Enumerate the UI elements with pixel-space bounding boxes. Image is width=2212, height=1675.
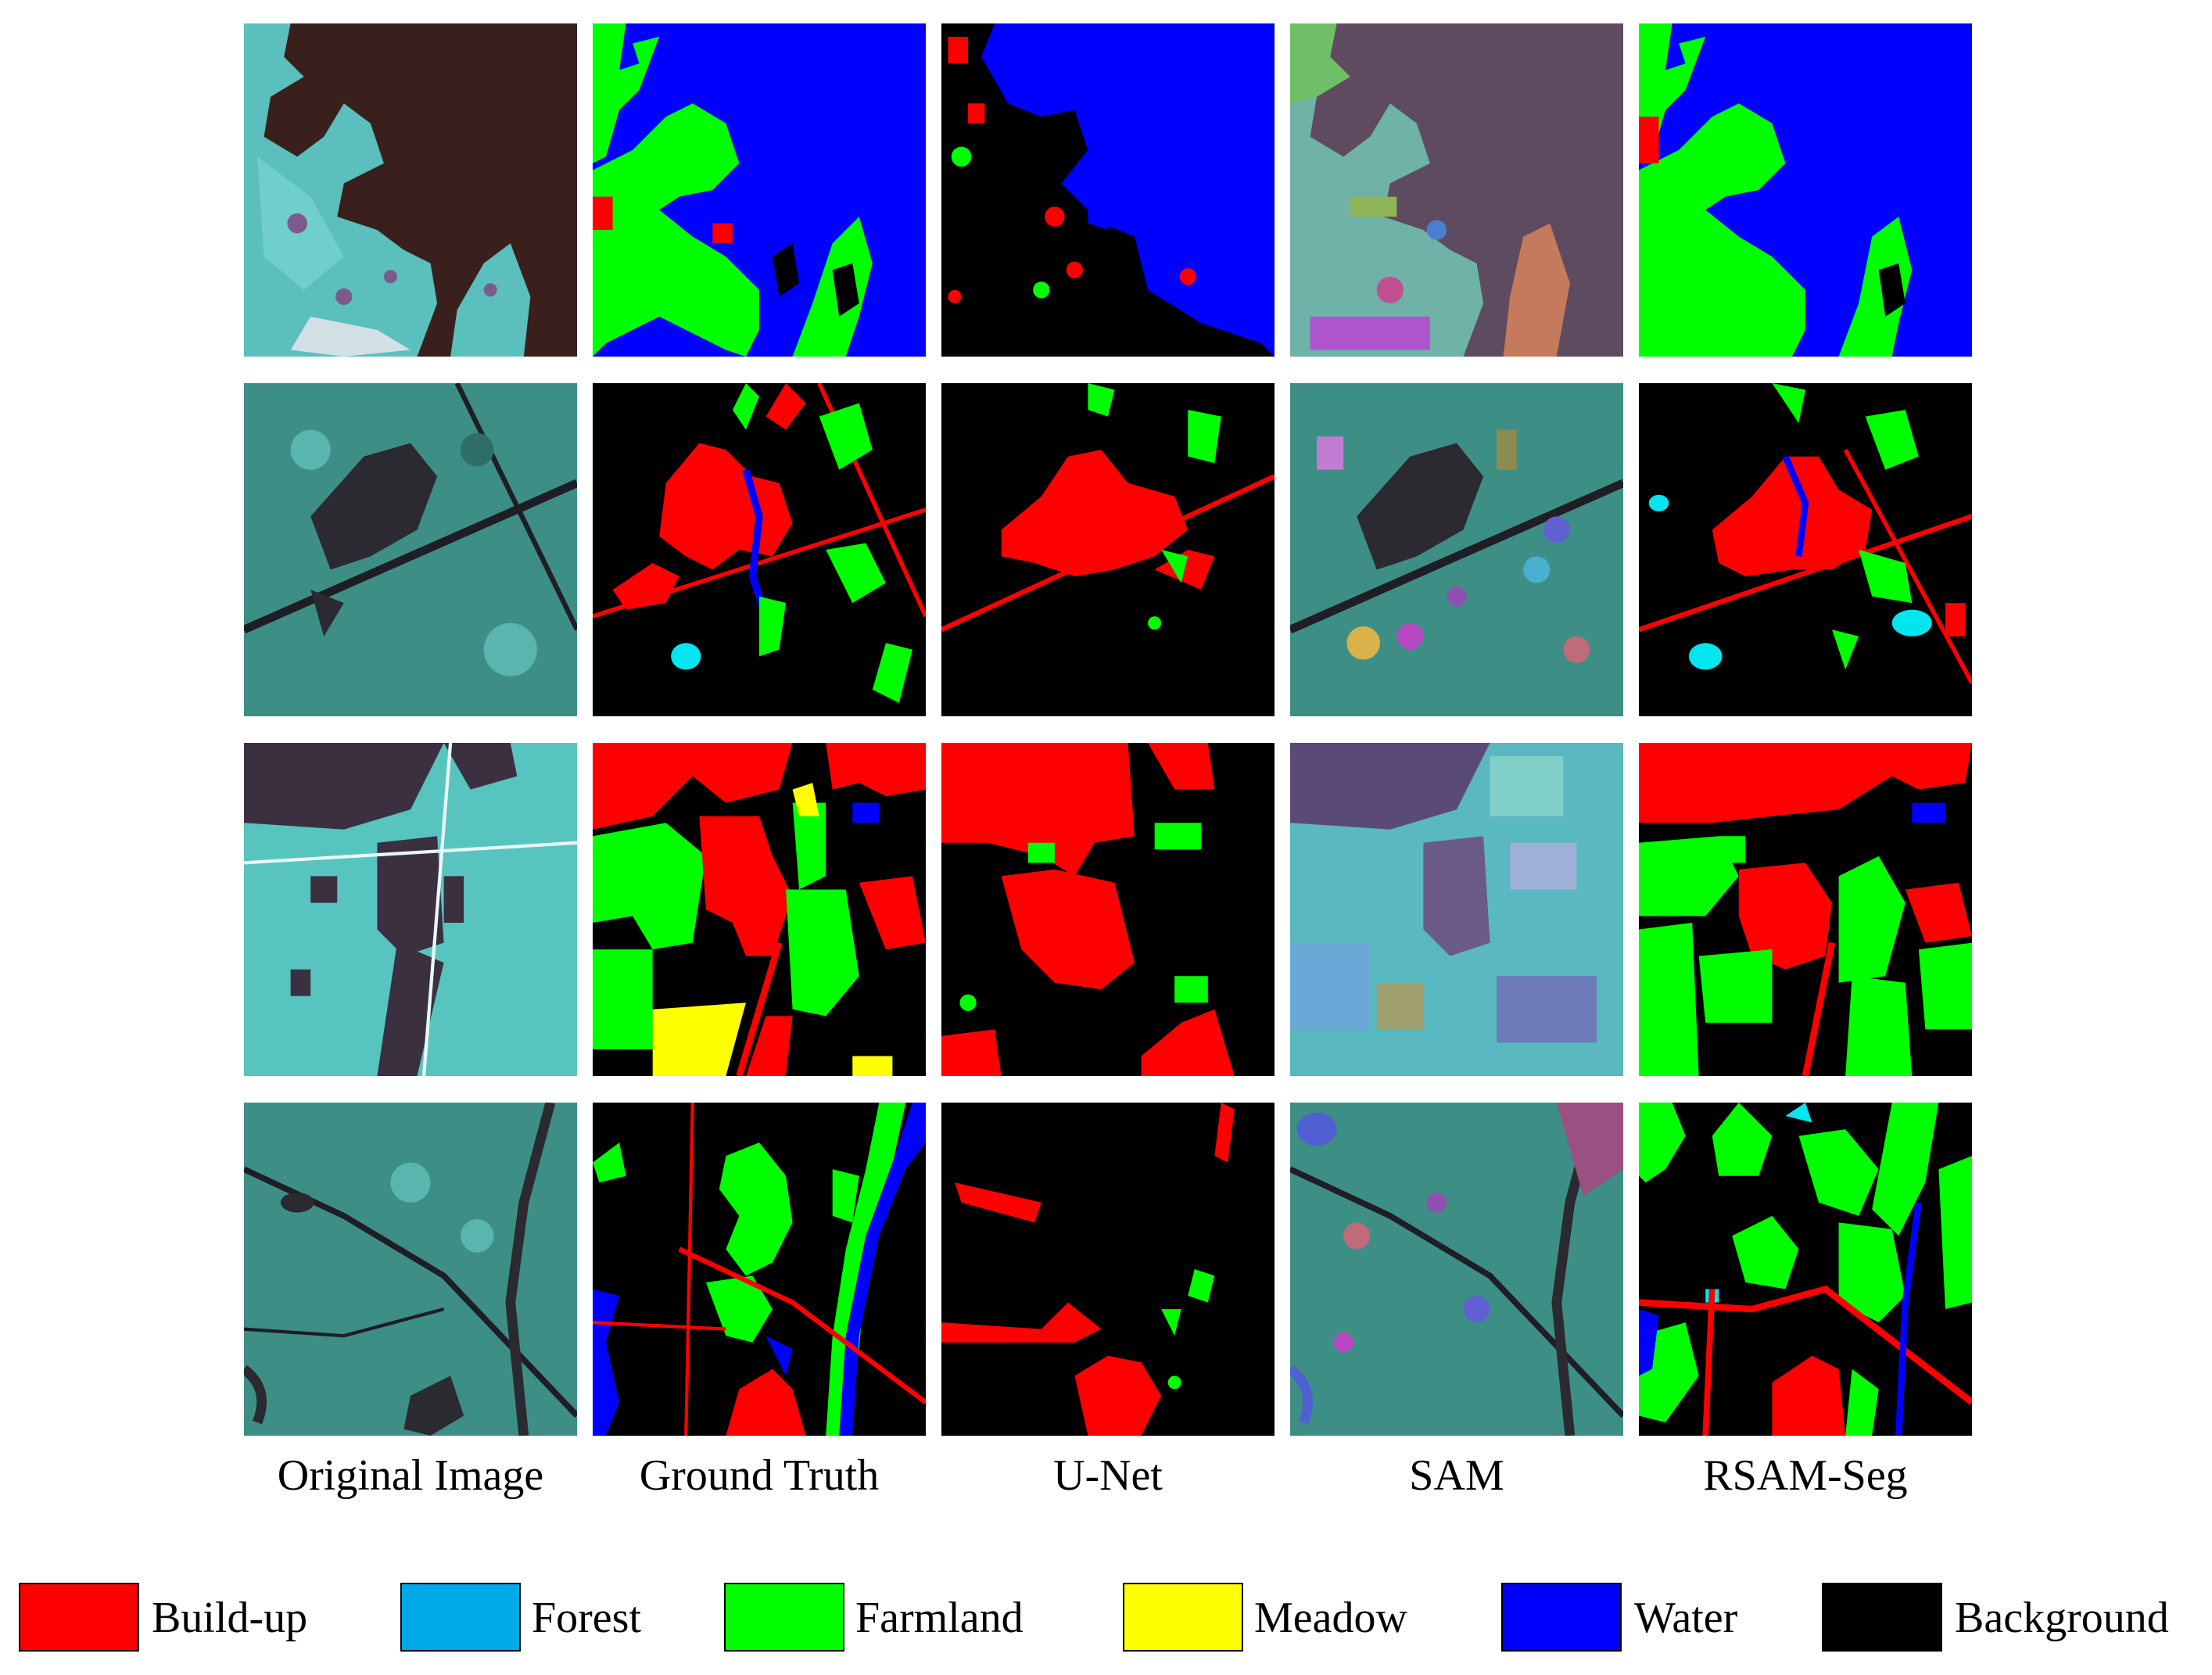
row1-original-image — [244, 23, 577, 357]
row4-unet — [941, 1103, 1274, 1436]
row2-unet — [941, 383, 1274, 716]
legend-label-farmland: Farmland — [855, 1594, 1024, 1642]
row4-rsam-seg — [1639, 1103, 1972, 1436]
legend-swatch-background — [1822, 1583, 1942, 1652]
legend-label-water: Water — [1634, 1594, 1738, 1642]
legend-swatch-buildup — [19, 1583, 139, 1652]
column-label-rsam-seg: RSAM-Seg — [1703, 1451, 1908, 1500]
row4-original-image — [244, 1103, 577, 1436]
row1-sam — [1290, 23, 1623, 357]
row2-ground-truth — [593, 383, 926, 716]
legend-swatch-forest — [400, 1583, 521, 1652]
row1-rsam-seg — [1639, 23, 1972, 357]
row1-ground-truth — [593, 23, 926, 357]
row3-original-image — [244, 743, 577, 1076]
row2-sam — [1290, 383, 1623, 716]
column-label-original-image: Original Image — [277, 1451, 544, 1500]
row1-unet — [941, 23, 1274, 357]
column-label-unet: U-Net — [1053, 1451, 1163, 1500]
row3-ground-truth — [593, 743, 926, 1076]
row3-rsam-seg — [1639, 743, 1972, 1076]
legend-swatch-meadow — [1123, 1583, 1243, 1652]
legend-label-meadow: Meadow — [1254, 1594, 1407, 1642]
legend-label-buildup: Build-up — [152, 1594, 308, 1642]
row3-unet — [941, 743, 1274, 1076]
column-label-ground-truth: Ground Truth — [639, 1451, 880, 1500]
row3-sam — [1290, 743, 1623, 1076]
legend-label-background: Background — [1955, 1594, 2169, 1642]
legend-label-forest: Forest — [532, 1594, 641, 1642]
row2-rsam-seg — [1639, 383, 1972, 716]
legend-swatch-water — [1501, 1583, 1622, 1652]
row2-original-image — [244, 383, 577, 716]
row4-sam — [1290, 1103, 1623, 1436]
legend-swatch-farmland — [724, 1583, 844, 1652]
column-label-sam: SAM — [1409, 1451, 1504, 1500]
row4-ground-truth — [593, 1103, 926, 1436]
